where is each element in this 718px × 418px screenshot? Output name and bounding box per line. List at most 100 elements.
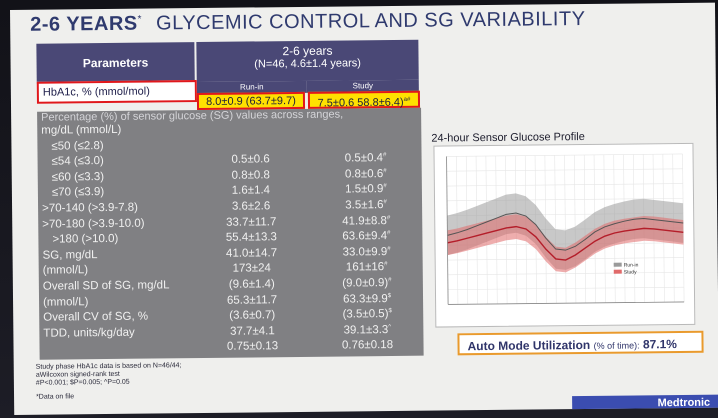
row-runin-value: 0.8±0.8: [231, 169, 270, 182]
row-parameter: SG, mg/dL: [42, 248, 98, 262]
x-axis: [448, 301, 685, 305]
auto-mode-sub: (% of time):: [593, 340, 640, 351]
row-runin-value: [202, 138, 298, 139]
row-runin-value: 33.7±11.7: [226, 215, 277, 229]
row-parameter: ≤50 (≤2.8): [51, 139, 104, 153]
row-runin-value: 3.6±2.6: [231, 200, 271, 213]
row-study-value: 0.76±0.18: [317, 339, 417, 352]
grid-line: [446, 168, 683, 172]
row-runin-value: 41.0±14.7: [225, 247, 278, 260]
row-study-text: 63.3±9.9: [342, 292, 388, 306]
footnote-data-on-file: *Data on file: [36, 393, 75, 401]
row-study-text: 0.76±0.18: [341, 339, 394, 352]
row-study-mark: #: [386, 214, 391, 221]
grid-line: [447, 272, 684, 276]
row-parameter: TDD, units/kg/day: [43, 326, 135, 340]
hba1c-runin-value: 8.0±0.9 (63.7±9.7): [196, 91, 306, 111]
row-study-mark: #: [382, 152, 387, 159]
runin-band: [447, 193, 684, 270]
row-study-value: 0.5±0.4#: [316, 152, 416, 165]
row-study-text: 33.0±9.9: [342, 245, 388, 259]
title-footnote-mark: *: [137, 13, 143, 26]
row-parameter: ≤70 (≤3.9): [51, 186, 105, 199]
row-runin-value: 173±24: [232, 262, 271, 276]
row-study-value: 39.1±3.3^: [317, 324, 417, 337]
runin-median-line: [447, 212, 684, 251]
row-study-value: [315, 121, 415, 122]
study-band: [447, 214, 684, 273]
title-text: GLYCEMIC CONTROL AND SG VARIABILITY: [155, 7, 586, 35]
row-study-mark: #: [387, 230, 391, 237]
row-study-text: 0.8±0.6: [344, 167, 384, 181]
row-runin-value: [202, 122, 298, 123]
row-runin-value: 55.4±13.3: [225, 231, 277, 244]
chart-title: 24-hour Sensor Glucose Profile: [431, 130, 585, 145]
grid-line: [446, 153, 683, 157]
hba1c-label: HbA1c, % (mmol/mol): [36, 80, 197, 104]
row-study-value: 161±16#: [317, 261, 417, 274]
row-study-mark: #: [387, 245, 391, 253]
row-study-text: 39.1±3.3: [343, 323, 389, 337]
row-runin-value: 1.6±1.4: [231, 184, 271, 198]
row-parameter: Overall SD of SG, mg/dL: [42, 279, 170, 293]
row-parameter: >180 (>10.0): [52, 233, 119, 246]
row-study-mark: ^: [388, 323, 392, 331]
title-age-group: 2-6 YEARS: [30, 12, 138, 36]
row-runin-value: 0.75±0.13: [226, 340, 279, 354]
y-axis: [446, 156, 449, 305]
row-study-text: 63.6±9.4: [342, 230, 388, 243]
hba1c-study-value: 7.5±0.6 58.8±6.4)a#: [307, 90, 421, 109]
row-parameter: mg/dL (mmol/L): [41, 123, 122, 137]
row-parameter: (mmol/L): [42, 295, 89, 309]
row-study-mark: #: [383, 183, 387, 190]
row-study-mark: #: [388, 277, 392, 284]
row-study-value: 1.5±0.9#: [316, 183, 416, 196]
row-study-value: (9.0±0.9)#: [317, 277, 417, 290]
row-runin-value: 0.5±0.6: [231, 153, 270, 166]
row-study-text: (3.5±0.5): [342, 308, 389, 321]
grid-line: [447, 286, 684, 290]
auto-mode-value: 87.1%: [642, 337, 677, 352]
row-study-text: 41.9±8.8: [342, 214, 387, 228]
hba1c-study-mark: a#: [403, 96, 411, 103]
row-runin-value: (3.6±0.7): [229, 309, 276, 322]
slide-title: 2-6 YEARS* GLYCEMIC CONTROL AND SG VARIAB…: [30, 8, 586, 37]
row-study-mark: #: [383, 199, 387, 206]
brand-logo: Medtronic: [572, 394, 718, 413]
legend-label-study: Study: [624, 269, 637, 275]
row-study-value: 41.9±8.8#: [316, 214, 416, 227]
grid-line: [446, 183, 683, 187]
header-parameters: Parameters: [36, 42, 195, 84]
auto-mode-utilization: Auto Mode Utilization (% of time): 87.1%: [457, 330, 704, 356]
row-runin-value: 37.7±4.1: [229, 325, 275, 338]
row-parameter: ≤60 (≤3.3): [51, 170, 105, 184]
row-runin-value: 65.3±11.7: [226, 293, 278, 307]
presentation-slide: 2-6 YEARS* GLYCEMIC CONTROL AND SG VARIAB…: [10, 2, 718, 415]
row-study-value: 63.3±9.9$: [317, 292, 417, 305]
header-age-group: 2-6 years (N=46, 4.6±1.4 years): [196, 39, 419, 83]
row-study-mark: #: [384, 261, 388, 268]
legend-swatch-runin: [613, 262, 622, 267]
row-parameter: >70-140 (>3.9-7.8): [42, 201, 139, 215]
row-study-text: (9.0±0.9): [342, 277, 389, 290]
row-study-text: 3.5±1.6: [345, 199, 384, 212]
row-study-text: 1.5±0.9: [345, 183, 384, 196]
row-study-text: 161±16: [345, 261, 385, 274]
row-study-mark: $: [388, 308, 392, 315]
row-study-value: 3.5±1.6#: [316, 199, 416, 212]
legend-swatch-study: [613, 269, 622, 274]
header-age-line2: (N=46, 4.6±1.4 years): [254, 57, 361, 71]
row-study-mark: $: [387, 292, 392, 299]
row-parameter: ≤54 (≤3.0): [51, 155, 104, 168]
row-parameter: Overall CV of SG, %: [43, 310, 149, 324]
row-parameter: >70-180 (>3.9-10.0): [42, 217, 145, 231]
legend-label-runin: Run-in: [624, 262, 639, 268]
row-study-value: 0.8±0.6#: [316, 168, 416, 181]
table-row: 0.75±0.13 0.76±0.18: [39, 339, 423, 359]
study-median-line: [447, 225, 684, 261]
results-table: Percentage (%) of sensor glucose (SG) va…: [37, 107, 424, 360]
glucose-profile-chart: Run-in Study: [433, 142, 696, 328]
row-study-mark: #: [383, 168, 387, 175]
